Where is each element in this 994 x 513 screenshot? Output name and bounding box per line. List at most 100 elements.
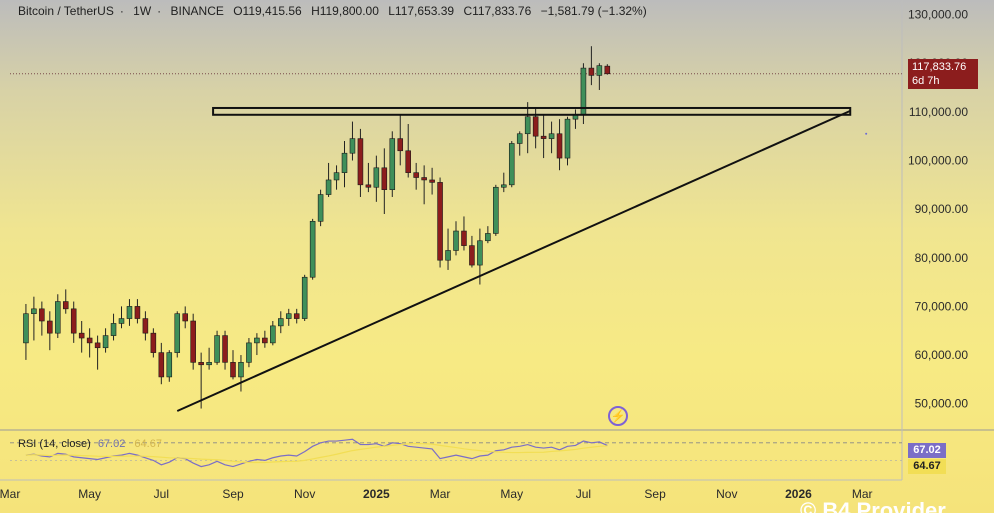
- candle-body: [508, 143, 515, 186]
- candle-body: [333, 172, 340, 181]
- candle-body: [445, 250, 451, 261]
- candle-body: [548, 133, 555, 139]
- symbol-name[interactable]: Bitcoin / TetherUS: [18, 4, 114, 18]
- candle-body: [405, 150, 411, 173]
- candle-body: [365, 184, 372, 188]
- candle-body: [270, 325, 276, 344]
- close-value: C117,833.76: [463, 4, 532, 18]
- candle-body: [429, 179, 435, 183]
- x-tick-label: Nov: [294, 487, 315, 501]
- candle-body: [373, 167, 380, 188]
- candle-body: [477, 240, 483, 266]
- candle-body: [357, 138, 364, 186]
- candle-body: [349, 138, 356, 154]
- candle-body: [254, 337, 260, 344]
- x-tick-label: Nov: [716, 487, 737, 501]
- rsi-legend-ma-value: 64.67: [134, 438, 162, 450]
- candle-body: [453, 230, 459, 251]
- x-tick-label: Sep: [644, 487, 666, 501]
- candle-body: [262, 337, 268, 344]
- x-tick-label: Mar: [852, 487, 873, 501]
- separator: ·: [119, 4, 124, 18]
- candle-body: [485, 233, 491, 242]
- y-tick-label: 110,000.00: [909, 105, 968, 119]
- candle-body: [78, 332, 85, 339]
- candle-body: [198, 362, 204, 366]
- candle-body: [126, 306, 133, 319]
- high-value: H119,800.00: [311, 4, 379, 18]
- low-value: L117,653.39: [388, 4, 455, 18]
- candle-body: [604, 65, 611, 75]
- interval-label[interactable]: 1W: [133, 4, 152, 18]
- candle-body: [150, 332, 157, 353]
- x-tick-label: May: [78, 487, 101, 501]
- x-tick-label: May: [500, 487, 523, 501]
- lightning-icon[interactable]: ⚡: [608, 406, 628, 426]
- candle-body: [246, 342, 252, 363]
- y-tick-label: 130,000.00: [908, 8, 968, 22]
- x-tick-label: Mar: [0, 487, 20, 501]
- rsi-legend[interactable]: RSI (14, close) 67.02 64.67: [18, 438, 162, 450]
- candle-body: [142, 318, 149, 334]
- rsi-ma-value-tag: 64.67: [908, 459, 946, 474]
- candle-body: [389, 138, 396, 190]
- candle-body: [31, 308, 37, 315]
- candle-body: [301, 276, 308, 319]
- candle-body: [158, 352, 165, 378]
- candle-body: [278, 318, 284, 327]
- candle-body: [501, 184, 507, 188]
- candle-body: [182, 313, 188, 322]
- candle-body: [516, 133, 523, 144]
- candle-body: [532, 116, 539, 137]
- candle-body: [285, 313, 292, 319]
- x-tick-label: Mar: [430, 487, 451, 501]
- candle-body: [110, 323, 117, 336]
- drawing-anchor-dot: [865, 132, 868, 135]
- candle-body: [556, 133, 563, 159]
- candle-body: [55, 301, 61, 334]
- candle-body: [39, 308, 45, 322]
- rsi-value-tag: 67.02: [908, 443, 946, 458]
- y-tick-label: 50,000.00: [915, 397, 969, 411]
- resistance-zone: [212, 106, 852, 116]
- rsi-legend-value: 67.02: [97, 438, 126, 450]
- candle-body: [86, 337, 93, 344]
- rsi-line: [25, 438, 608, 468]
- candle-body: [540, 135, 547, 139]
- candle-body: [102, 335, 109, 349]
- candle-body: [413, 172, 419, 178]
- candle-body: [341, 152, 348, 173]
- candle-body: [469, 245, 475, 266]
- candle-body: [230, 362, 236, 378]
- x-tick-label: Sep: [222, 487, 244, 501]
- candle-body: [118, 318, 125, 324]
- x-tick-label: Jul: [154, 487, 169, 501]
- candle-body: [524, 116, 531, 135]
- candle-body: [493, 186, 499, 234]
- last-price-tag: 117,833.76 6d 7h: [908, 59, 978, 89]
- separator: ·: [157, 4, 162, 18]
- y-tick-label: 90,000.00: [915, 202, 969, 216]
- candle-body: [461, 230, 467, 246]
- open-value: O119,415.56: [233, 4, 302, 18]
- candle-body: [47, 320, 53, 334]
- candle-body: [588, 67, 595, 76]
- candle-body: [206, 362, 212, 366]
- candle-body: [134, 306, 141, 319]
- y-tick-label: 80,000.00: [915, 251, 969, 265]
- y-tick-label: 100,000.00: [908, 154, 968, 168]
- candle-body: [325, 179, 332, 195]
- candle-body: [397, 138, 404, 152]
- candle-body: [317, 194, 324, 222]
- candle-body: [174, 313, 181, 353]
- chart-header: Bitcoin / TetherUS · 1W · BINANCE O119,415…: [18, 4, 653, 18]
- rsi-label: RSI (14, close): [18, 438, 91, 450]
- candle-body: [166, 352, 173, 378]
- candle-body: [222, 335, 228, 363]
- candle-body: [94, 342, 101, 349]
- candle-body: [564, 118, 571, 159]
- candle-body: [309, 220, 316, 278]
- candle-body: [23, 313, 29, 344]
